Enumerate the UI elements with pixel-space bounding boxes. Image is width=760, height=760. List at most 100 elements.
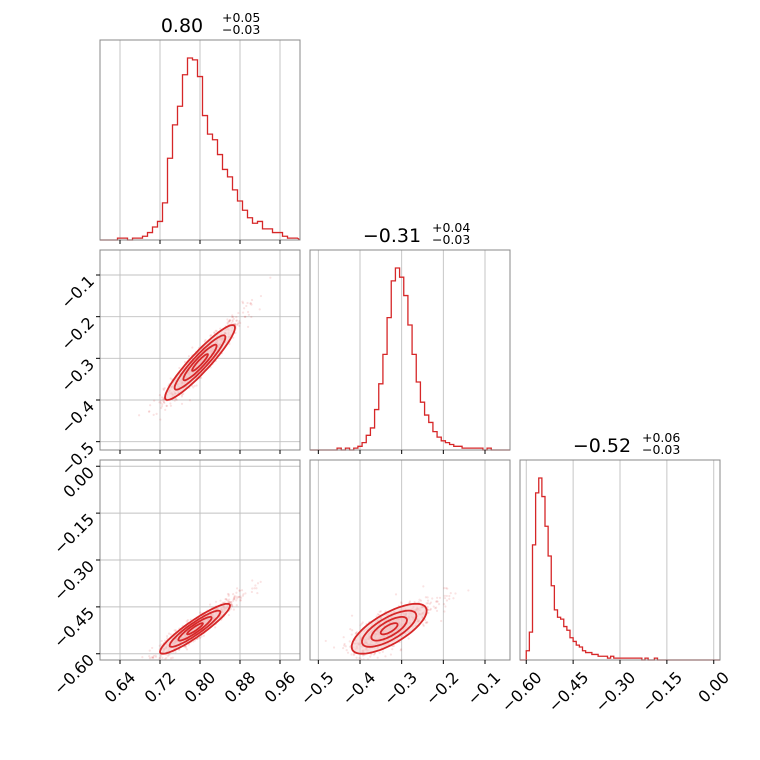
- panel-title: 0.80: [161, 15, 203, 37]
- sample-point: [213, 332, 216, 335]
- sample-point: [436, 600, 439, 603]
- sample-point: [435, 606, 438, 609]
- sample-point: [452, 597, 455, 600]
- sample-point: [429, 608, 432, 612]
- x-tick-label: −0.2: [422, 668, 463, 709]
- sample-point: [187, 355, 191, 358]
- sample-point: [166, 637, 169, 640]
- sample-point: [158, 401, 161, 404]
- sample-point: [228, 319, 231, 322]
- density-contour: [164, 324, 236, 401]
- sample-point: [231, 315, 235, 319]
- sample-point: [418, 598, 421, 601]
- sample-point: [443, 610, 446, 613]
- sample-point: [240, 589, 244, 592]
- title-upper-error: +0.05: [222, 10, 260, 25]
- sample-point: [235, 316, 238, 319]
- sample-point: [165, 404, 168, 408]
- sample-point: [256, 591, 259, 595]
- histogram-step-line: [520, 477, 720, 661]
- sample-point: [255, 587, 258, 590]
- sample-point: [422, 585, 425, 588]
- sample-point: [189, 618, 192, 621]
- sample-point: [235, 599, 238, 602]
- sample-point: [169, 633, 172, 636]
- sample-point: [435, 609, 439, 612]
- sample-point: [435, 600, 439, 603]
- x-tick-label: 0.64: [101, 668, 140, 707]
- sample-point: [369, 655, 372, 658]
- x-tick-label: −0.60: [497, 668, 545, 716]
- sample-point: [243, 307, 246, 310]
- sample-point: [376, 656, 379, 659]
- x-tick-label: 0.72: [141, 668, 180, 707]
- sample-point: [226, 321, 229, 324]
- sample-point: [250, 298, 254, 302]
- sample-point: [192, 386, 195, 389]
- sample-point: [256, 582, 260, 585]
- sample-point: [161, 403, 164, 406]
- sample-point: [228, 601, 231, 604]
- sample-point: [258, 308, 261, 311]
- sample-point: [235, 587, 239, 590]
- sample-point: [407, 637, 410, 640]
- sample-point: [230, 601, 233, 604]
- sample-point: [180, 393, 184, 397]
- sample-point: [349, 645, 352, 648]
- sample-point: [400, 601, 403, 604]
- sample-point: [154, 654, 157, 657]
- sample-point: [372, 653, 376, 656]
- sample-point: [378, 613, 381, 616]
- sample-point: [224, 598, 227, 601]
- sample-point: [174, 629, 177, 632]
- sample-point: [169, 377, 172, 380]
- sample-point: [141, 655, 144, 659]
- sample-point: [232, 608, 235, 611]
- sample-point: [355, 656, 358, 659]
- sample-point: [187, 643, 190, 646]
- sample-point: [204, 339, 207, 342]
- sample-point: [368, 663, 370, 665]
- sample-point: [163, 387, 166, 390]
- sample-point: [239, 599, 242, 602]
- sample-point: [379, 610, 383, 613]
- sample-point: [231, 319, 234, 322]
- sample-point: [246, 325, 250, 328]
- sample-point: [425, 621, 428, 624]
- density-contour: [173, 334, 227, 391]
- sample-point: [351, 629, 354, 632]
- sample-point: [213, 331, 216, 334]
- sample-point: [162, 400, 165, 403]
- sample-point: [156, 661, 158, 663]
- sample-point: [203, 340, 206, 343]
- sample-point: [359, 624, 362, 627]
- sample-point: [350, 614, 354, 617]
- y-tick-label: −0.15: [50, 510, 98, 558]
- scatter-panel-param3-vs-param1: 0.64 0.72 0.80 0.88 0.960.00−0.15−0.30−0.45−…: [50, 459, 301, 707]
- sample-point: [235, 595, 238, 598]
- sample-point: [174, 397, 178, 401]
- sample-point: [188, 399, 192, 402]
- y-tick-label: −0.3: [57, 355, 98, 396]
- sample-point: [169, 402, 172, 405]
- sample-point: [169, 404, 173, 407]
- sample-point: [426, 605, 429, 609]
- sample-point: [162, 388, 165, 391]
- sample-point: [158, 644, 161, 647]
- sample-point: [259, 580, 262, 583]
- sample-point: [233, 596, 236, 599]
- sample-point: [342, 636, 345, 639]
- sample-point: [360, 622, 363, 625]
- x-tick-label: 0.96: [261, 668, 300, 707]
- sample-point: [352, 652, 355, 655]
- sample-point: [361, 621, 364, 624]
- sample-point: [376, 613, 379, 616]
- sample-point: [159, 399, 162, 402]
- sample-point: [443, 594, 446, 598]
- sample-point: [225, 597, 228, 601]
- sample-point: [214, 329, 217, 332]
- sample-point: [150, 656, 153, 659]
- sample-point: [228, 319, 232, 322]
- sample-point: [352, 653, 355, 657]
- sample-point: [209, 334, 212, 337]
